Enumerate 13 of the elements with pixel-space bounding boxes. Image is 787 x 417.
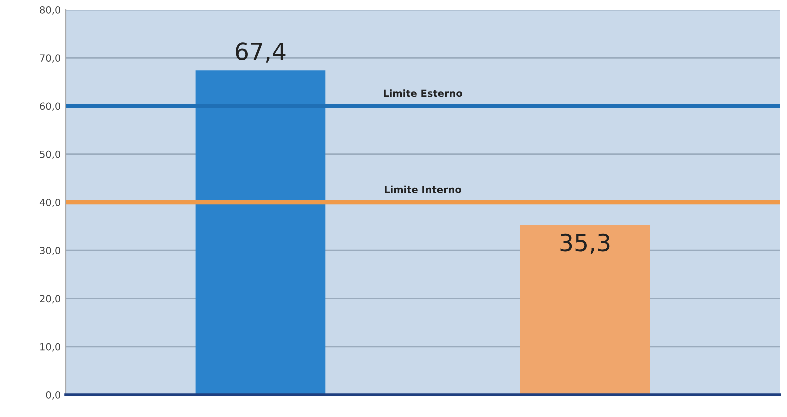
y-tick-label: 60,0 <box>40 102 60 112</box>
y-tick-label: 80,0 <box>40 6 60 15</box>
ref-line-label: Limite Esterno <box>384 90 462 98</box>
data-label: 35,3 <box>560 234 610 254</box>
y-tick-label: 20,0 <box>40 295 60 304</box>
y-tick-label: 40,0 <box>40 198 60 208</box>
ref-line-label: Limite Interno <box>384 186 462 194</box>
y-tick-label: 10,0 <box>40 343 60 352</box>
y-tick-label: 50,0 <box>40 150 60 160</box>
y-tick-label: 0,0 <box>46 391 60 400</box>
data-label: 67,4 <box>236 42 286 63</box>
y-tick-label: 30,0 <box>40 247 60 256</box>
y-tick-label: 70,0 <box>40 54 60 63</box>
